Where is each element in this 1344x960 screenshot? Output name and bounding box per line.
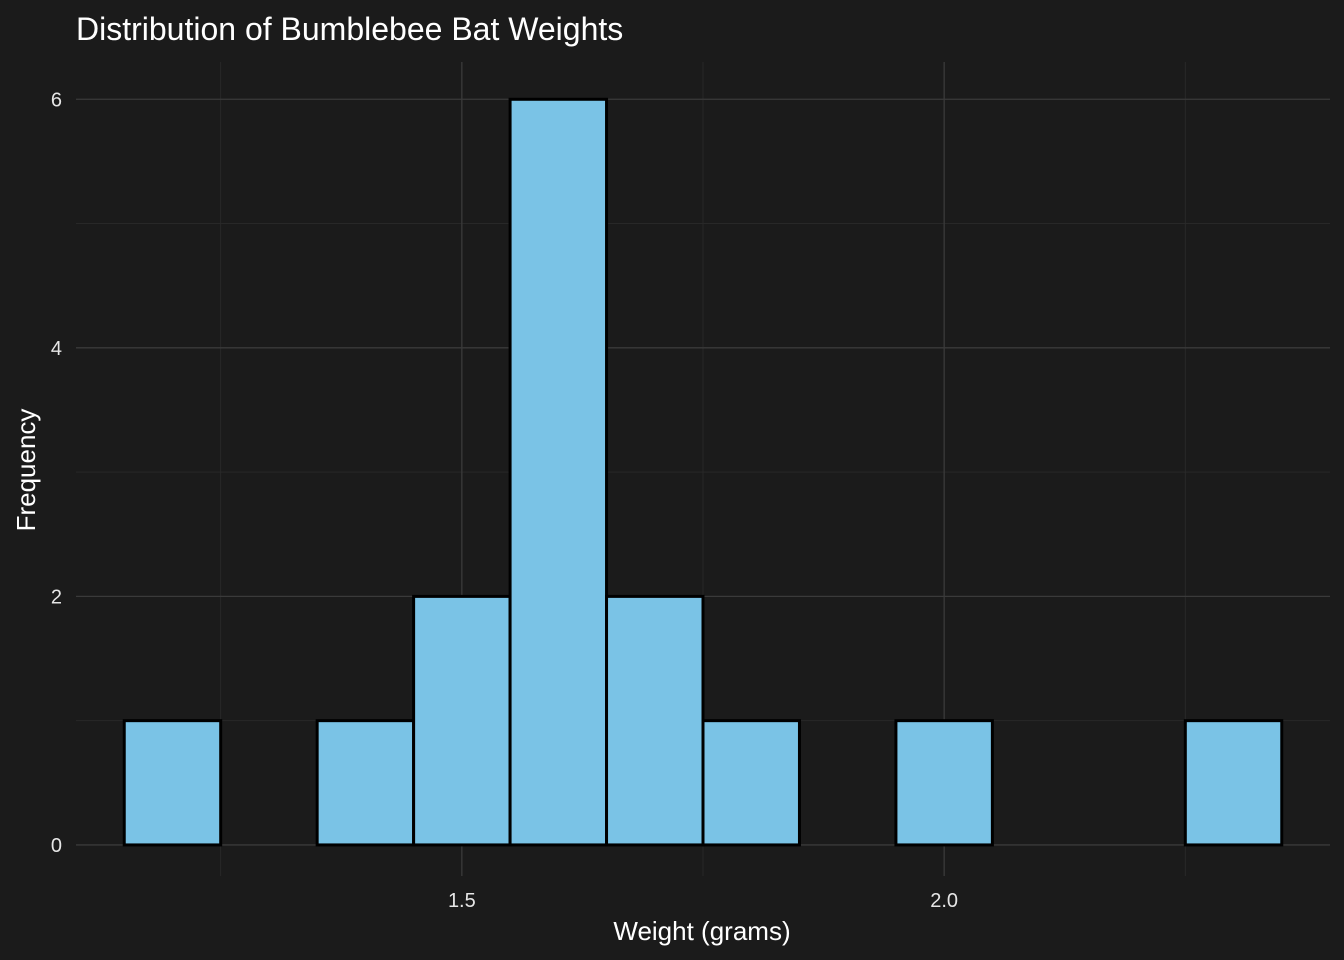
histogram-bar-5 <box>605 594 705 847</box>
tick-labels: 0 2 4 6 1.5 2.0 <box>51 89 958 912</box>
x-tick-label-0: 1.5 <box>448 890 476 912</box>
histogram-bars <box>122 97 1284 847</box>
chart-title: Distribution of Bumblebee Bat Weights <box>76 11 623 47</box>
histogram-bar-11 <box>1183 719 1284 847</box>
y-tick-label-3: 6 <box>51 89 62 111</box>
histogram-bar-3 <box>412 594 512 847</box>
histogram-bar-6 <box>701 719 801 847</box>
y-tick-label-2: 4 <box>51 338 62 360</box>
x-axis-title: Weight (grams) <box>613 916 790 946</box>
y-tick-label-0: 0 <box>51 835 62 857</box>
x-tick-label-1: 2.0 <box>930 890 958 912</box>
y-tick-label-1: 2 <box>51 586 62 608</box>
histogram-bar-8 <box>894 719 994 847</box>
histogram-bar-2 <box>315 719 416 847</box>
y-axis-title: Frequency <box>11 409 41 532</box>
histogram-bar-0 <box>122 719 223 847</box>
histogram-bar-4 <box>508 97 609 847</box>
